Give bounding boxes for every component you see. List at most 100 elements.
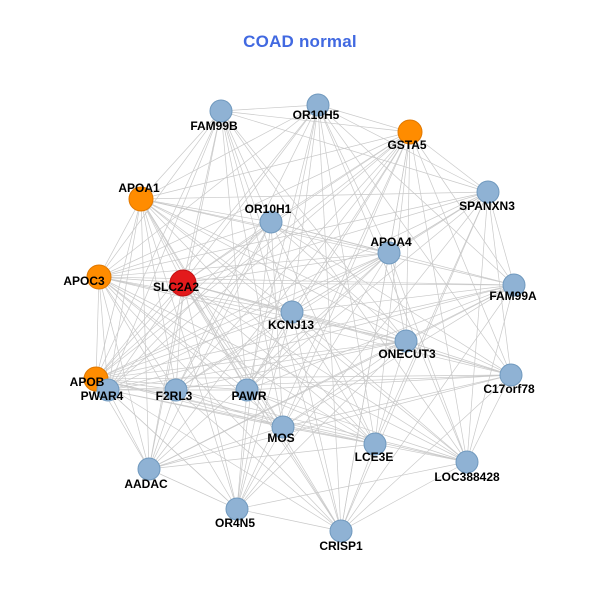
node-CRISP1 [329, 519, 353, 543]
node-label: PAWR [231, 389, 266, 403]
network-edge [466, 374, 512, 463]
network-edge [246, 389, 468, 463]
network-edge [246, 191, 489, 391]
node-KCNJ13 [280, 300, 304, 324]
network-edge [220, 110, 248, 391]
network-edge [140, 198, 293, 313]
node-label: FAM99B [190, 119, 238, 133]
network-edge [317, 104, 468, 463]
network-edge [107, 198, 142, 391]
network-edge [236, 131, 411, 510]
chart-title: COAD normal [243, 32, 357, 51]
node-label: APOC3 [63, 274, 105, 288]
node-label: GSTA5 [387, 138, 426, 152]
network-edge [140, 198, 272, 223]
network-edge [317, 104, 342, 532]
node-label: C17orf78 [483, 382, 535, 396]
node-label: OR10H5 [293, 108, 340, 122]
network-edge [140, 198, 238, 510]
node-label: FAM99A [489, 289, 537, 303]
network-edge [340, 191, 489, 532]
network-edge [270, 221, 284, 428]
network-edge [182, 191, 489, 284]
network-edge [291, 284, 515, 313]
network-edge [175, 221, 272, 391]
network-edge [175, 311, 293, 391]
network-edge [95, 378, 342, 532]
network-edge [107, 389, 376, 445]
node-label: SLC2A2 [153, 280, 199, 294]
node-APOA1 [128, 186, 154, 212]
network-edge [487, 191, 515, 286]
network-edge [487, 191, 512, 376]
network-edge [236, 340, 407, 510]
node-label: APOA4 [370, 235, 412, 249]
network-edge [182, 282, 238, 510]
network-edge [236, 461, 468, 510]
network-edge [291, 104, 319, 313]
network-edge [182, 282, 376, 445]
network-edge [95, 284, 515, 380]
network-edge [140, 198, 342, 532]
node-APOA4 [377, 241, 401, 265]
network-edge [182, 104, 319, 284]
network-edge [98, 276, 515, 286]
network-edge [182, 282, 468, 463]
network-edge [317, 104, 390, 254]
network-edge [175, 389, 284, 428]
network-edge [148, 426, 284, 470]
network-edge [140, 198, 376, 445]
network-edge [236, 426, 284, 510]
network-edge [282, 131, 411, 428]
network-edge [95, 340, 407, 380]
node-label: F2RL3 [156, 389, 193, 403]
network-edge [405, 131, 411, 342]
network-edge [246, 389, 342, 532]
network-edge [98, 276, 512, 376]
network-edge [175, 104, 319, 391]
network-edge [95, 131, 411, 380]
network-edge [340, 461, 468, 532]
network-edge [317, 104, 515, 286]
node-label: OR10H1 [245, 202, 292, 216]
network-edge [95, 104, 319, 380]
network-edge [148, 443, 376, 470]
network-edge [107, 282, 184, 391]
network-edge [388, 252, 407, 342]
network-edge [182, 252, 390, 284]
network-edge [107, 252, 390, 391]
node-LCE3E [363, 432, 387, 456]
network-edge [220, 110, 489, 193]
network-edge [95, 191, 489, 380]
network-edge [340, 284, 515, 532]
node-label: AADAC [124, 477, 168, 491]
network-edge [409, 131, 468, 463]
network-edge [148, 282, 184, 470]
network-edge [95, 110, 222, 380]
network-edge [140, 198, 177, 391]
network-edge [466, 284, 515, 463]
network-edge [340, 443, 376, 532]
node-label: CRISP1 [319, 539, 363, 553]
network-edge [140, 198, 515, 286]
network-edge [140, 191, 489, 200]
network-edge [220, 110, 284, 428]
network-edge [282, 284, 515, 428]
network-edge [98, 198, 142, 278]
network-edge [282, 340, 407, 428]
network-edge [291, 252, 390, 313]
node-label: MOS [267, 431, 294, 445]
network-edge [175, 191, 489, 391]
network-edge [98, 221, 272, 278]
network-edge [95, 276, 100, 380]
network-edge [282, 426, 376, 445]
node-FAM99B [209, 99, 233, 123]
network-edge [148, 252, 390, 470]
network-edge [182, 282, 512, 376]
network-edge [291, 311, 376, 445]
network-edge [98, 276, 184, 284]
network-edge [98, 191, 489, 278]
network-edge [182, 110, 222, 284]
network-edge [246, 252, 390, 391]
